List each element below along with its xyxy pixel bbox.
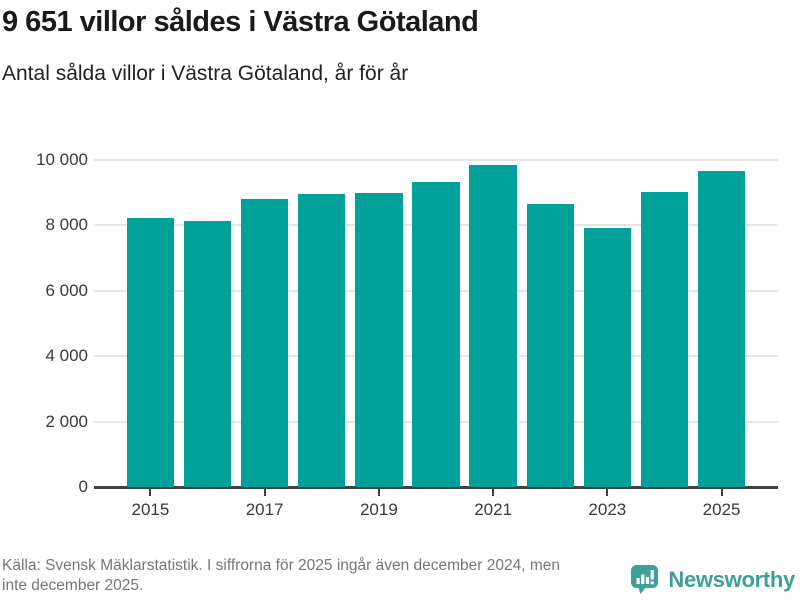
gridline-y-10000 xyxy=(94,159,778,161)
x-axis-tick xyxy=(720,488,723,496)
bar-2025 xyxy=(697,171,746,487)
x-axis-tick-label: 2019 xyxy=(359,500,398,519)
y-axis-tick-label: 8 000 xyxy=(45,215,88,235)
x-axis-tick-label: 2025 xyxy=(702,500,741,519)
bar-2017 xyxy=(240,198,289,487)
bar-2015 xyxy=(126,217,175,487)
source-note: Källa: Svensk Mäklarstatistik. I siffror… xyxy=(2,557,560,594)
y-axis-tick-label: 2 000 xyxy=(45,411,88,431)
y-axis-tick-label: 4 000 xyxy=(45,346,88,366)
x-axis-tick xyxy=(263,488,266,496)
page-subtitle: Antal sålda villor i Västra Götaland, år… xyxy=(2,62,409,85)
y-axis-tick-label: 10 000 xyxy=(36,150,88,169)
x-axis-tick xyxy=(377,488,380,496)
newsworthy-logo: Newsworthy xyxy=(630,564,795,595)
y-axis-tick-label: 0 xyxy=(78,477,88,496)
x-axis-tick xyxy=(606,488,609,496)
bar-2016 xyxy=(183,221,232,487)
x-axis-tick-label: 2021 xyxy=(474,500,513,519)
bar-2020 xyxy=(412,181,460,487)
x-axis-line xyxy=(94,486,778,489)
bar-2024 xyxy=(640,191,689,487)
x-axis-tick xyxy=(492,488,495,496)
bar-2023 xyxy=(583,228,632,487)
bar-2018 xyxy=(298,193,346,487)
bar-2019 xyxy=(355,193,403,487)
x-axis-tick-label: 2023 xyxy=(588,500,627,519)
bar-2021 xyxy=(469,164,517,487)
x-axis-tick-label: 2017 xyxy=(245,500,284,519)
newsworthy-bubble-chart-icon xyxy=(630,564,661,595)
page-title: 9 651 villor såldes i Västra Götaland xyxy=(2,6,479,38)
x-axis-tick xyxy=(149,488,152,496)
bar-2022 xyxy=(526,204,574,487)
y-axis-tick-label: 6 000 xyxy=(45,280,88,300)
x-axis-tick-label: 2015 xyxy=(131,500,170,519)
newsworthy-wordmark: Newsworthy xyxy=(668,566,795,592)
